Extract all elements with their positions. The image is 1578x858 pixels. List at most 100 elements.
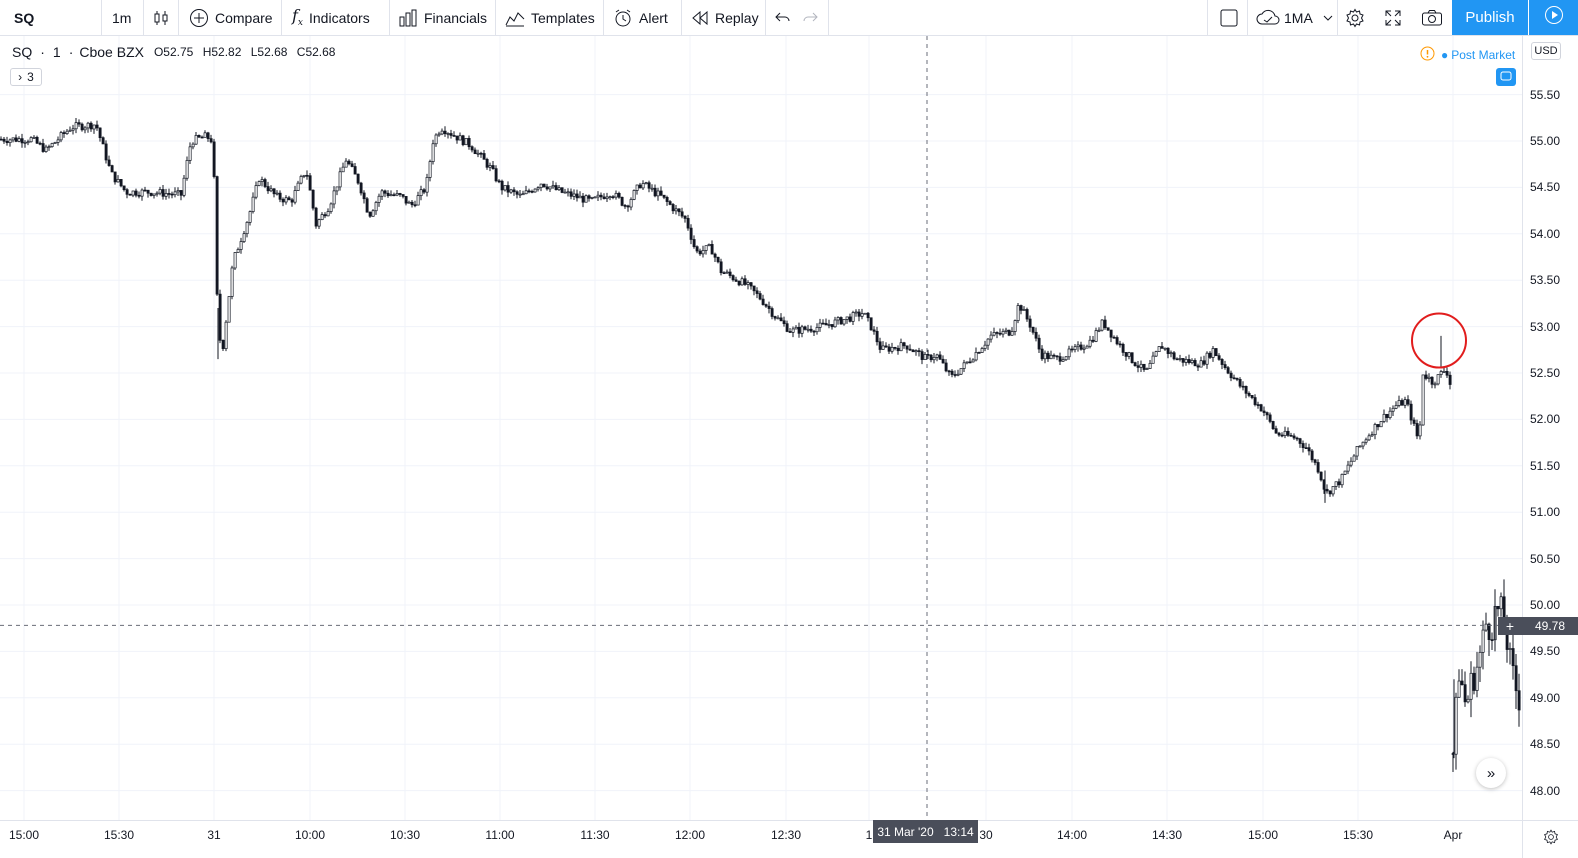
replay-button[interactable]: Replay: [691, 0, 759, 35]
candle-body: [404, 196, 408, 204]
fullscreen-button[interactable]: [1383, 0, 1403, 35]
price-tick-label: 51.50: [1530, 458, 1561, 473]
candle-body: [1154, 351, 1158, 357]
candle-body: [1400, 400, 1404, 406]
candle-body: [542, 183, 546, 188]
undo-button[interactable]: [775, 0, 791, 35]
currency-label[interactable]: USD: [1531, 42, 1561, 60]
candle-body: [1196, 365, 1200, 368]
candle-body: [857, 311, 861, 317]
candle-body: [1430, 376, 1434, 385]
candle-body: [623, 205, 627, 207]
currency-text: USD: [1534, 45, 1558, 57]
candle-body: [1124, 352, 1128, 357]
candle-body: [962, 362, 966, 369]
scroll-to-realtime-button[interactable]: »: [1476, 758, 1506, 788]
candle-body: [650, 187, 654, 190]
price-axis[interactable]: [1522, 36, 1578, 820]
square-icon: [1219, 8, 1239, 28]
candle-body: [1358, 445, 1362, 448]
candle-body: [701, 250, 705, 255]
candle-body: [206, 132, 210, 139]
templates-button[interactable]: Templates: [505, 0, 595, 35]
auto-scale-button[interactable]: [1496, 68, 1516, 86]
candle-body: [665, 196, 669, 202]
candle-body: [509, 189, 513, 193]
cloud-icon: [1256, 9, 1280, 27]
candle-body: [875, 330, 879, 343]
price-tick-label: 49.50: [1530, 644, 1561, 659]
add-alert-plus-button[interactable]: +: [1498, 617, 1522, 635]
session-status[interactable]: ● Post Market: [1420, 46, 1515, 64]
play-button[interactable]: [1529, 0, 1578, 35]
indicators-collapse-button[interactable]: › 3: [10, 68, 42, 86]
alert-button[interactable]: Alert: [613, 0, 668, 35]
candle-body: [1319, 471, 1323, 481]
axis-settings-button[interactable]: [1522, 820, 1578, 858]
financials-button[interactable]: Financials: [398, 0, 487, 35]
candle-body: [1040, 348, 1044, 360]
candle-body: [659, 190, 663, 196]
candle-body: [53, 141, 57, 144]
candle-body: [92, 124, 96, 130]
red-circle-annotation[interactable]: [1411, 312, 1467, 369]
candle-body: [1391, 407, 1395, 412]
candle-body: [1013, 320, 1017, 332]
candle-body: [95, 124, 99, 129]
candle-body: [1418, 424, 1422, 437]
play-circle-icon: [1544, 5, 1564, 30]
price-tick-label: 48.00: [1530, 783, 1561, 798]
candle-body: [515, 191, 519, 195]
symbol-legend[interactable]: SQ · 1 · Cboe BZX O52.75 H52.82 L52.68 C…: [12, 44, 341, 60]
candle-body: [1061, 359, 1065, 362]
function-icon: fx: [292, 6, 303, 29]
layout-button[interactable]: [1219, 0, 1239, 35]
time-tick-label: 30: [979, 828, 993, 842]
candle-body: [131, 190, 135, 196]
candle-body: [8, 139, 12, 144]
symbol-search-button[interactable]: SQ: [14, 0, 34, 35]
interval-button[interactable]: 1m: [112, 0, 131, 35]
candle-body: [746, 282, 750, 285]
candle-body: [491, 165, 495, 169]
chart-style-button[interactable]: [152, 0, 170, 35]
candle-body: [17, 138, 21, 142]
price-chart[interactable]: [0, 36, 1522, 820]
candle-body: [365, 198, 369, 213]
time-axis[interactable]: [0, 820, 1522, 858]
candle-body: [518, 193, 522, 196]
candle-body: [1508, 648, 1512, 650]
candle-body: [149, 192, 153, 196]
candle-body: [905, 345, 909, 350]
candle-body: [1004, 329, 1008, 332]
undo-icon: [775, 11, 791, 25]
price-tick-label: 55.50: [1530, 87, 1561, 102]
candle-body: [449, 133, 453, 136]
time-tick-label: 11:00: [485, 828, 515, 842]
dot-icon: ●: [1441, 48, 1449, 62]
publish-label: Publish: [1465, 9, 1515, 26]
candle-body: [803, 326, 807, 330]
indicators-button[interactable]: fx Indicators: [292, 0, 370, 35]
redo-button[interactable]: [802, 0, 818, 35]
candle-body: [1478, 651, 1482, 668]
indicator-template-button[interactable]: 1MA: [1256, 0, 1333, 35]
legend-low: L52.68: [250, 45, 288, 59]
candle-body: [644, 182, 648, 185]
divider: [765, 0, 766, 35]
indicators-label: Indicators: [309, 9, 370, 26]
candle-body: [86, 122, 90, 129]
candle-body: [1142, 363, 1146, 370]
legend-exchange: Cboe BZX: [79, 44, 144, 60]
candle-body: [1436, 374, 1440, 385]
candle-body: [497, 180, 501, 183]
compare-button[interactable]: Compare: [189, 0, 273, 35]
candle-body: [536, 187, 540, 190]
candle-body: [614, 192, 618, 198]
publish-button[interactable]: Publish: [1452, 0, 1528, 35]
candle-body: [173, 191, 177, 196]
candle-body: [1130, 352, 1134, 363]
candle-body: [1490, 639, 1494, 641]
snapshot-button[interactable]: [1421, 0, 1443, 35]
settings-button[interactable]: [1345, 0, 1365, 35]
